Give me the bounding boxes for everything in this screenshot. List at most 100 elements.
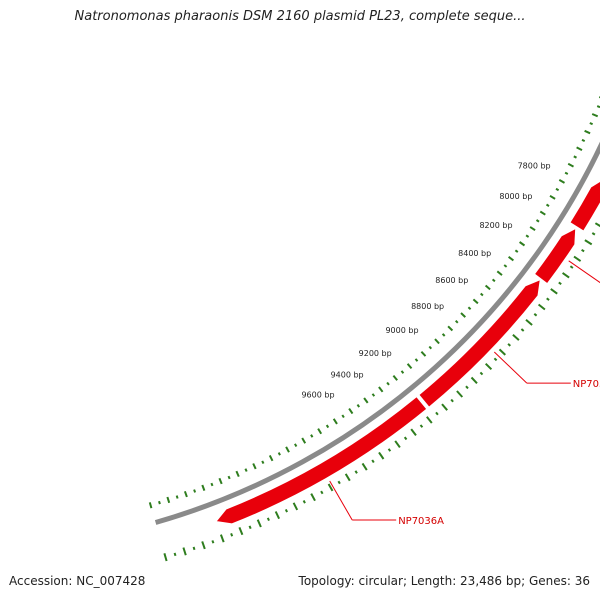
outer-tick bbox=[341, 414, 345, 419]
outer-tick bbox=[576, 146, 583, 151]
position-label: 7800 bp bbox=[518, 162, 551, 171]
outer-tick bbox=[428, 345, 433, 350]
outer-tick bbox=[332, 418, 338, 425]
inner-tick bbox=[387, 448, 392, 452]
inner-tick bbox=[562, 272, 570, 279]
outer-tick bbox=[158, 500, 161, 505]
outer-tick bbox=[371, 393, 376, 397]
outer-tick bbox=[434, 338, 440, 345]
gene-callout-line bbox=[568, 260, 600, 284]
outer-tick bbox=[581, 138, 586, 143]
inner-tick bbox=[201, 541, 206, 550]
inner-tick bbox=[591, 232, 596, 236]
outer-tick bbox=[193, 489, 197, 493]
outer-tick bbox=[480, 292, 484, 297]
inner-tick bbox=[302, 500, 306, 504]
accession-label: Accession: NC_007428 bbox=[9, 574, 146, 588]
outer-tick bbox=[496, 270, 503, 276]
outer-tick bbox=[420, 351, 427, 357]
inner-tick bbox=[361, 462, 368, 471]
inner-tick bbox=[520, 328, 525, 332]
outer-tick bbox=[227, 475, 231, 480]
outer-tick bbox=[447, 325, 454, 332]
inner-tick bbox=[498, 348, 506, 356]
outer-tick bbox=[218, 477, 223, 485]
inner-tick bbox=[470, 376, 478, 384]
inner-tick bbox=[256, 519, 262, 528]
inner-tick bbox=[419, 424, 424, 428]
position-label: 9600 bp bbox=[301, 391, 334, 400]
inner-tick bbox=[219, 534, 225, 543]
inner-tick bbox=[465, 385, 469, 390]
gene-callout-line bbox=[329, 480, 353, 521]
gene-arrow bbox=[418, 278, 541, 408]
outer-tick bbox=[235, 470, 240, 477]
outer-tick bbox=[261, 460, 265, 465]
inner-tick bbox=[310, 493, 316, 502]
outer-tick bbox=[378, 386, 384, 393]
outer-tick bbox=[545, 203, 550, 207]
position-label: 9000 bp bbox=[385, 326, 418, 335]
outer-tick bbox=[325, 424, 330, 429]
gene-arrow bbox=[569, 180, 600, 232]
inner-tick bbox=[456, 390, 464, 398]
outer-tick bbox=[484, 284, 491, 291]
inner-tick bbox=[441, 403, 448, 411]
outer-tick bbox=[441, 333, 446, 337]
outer-tick bbox=[392, 374, 398, 381]
outer-tick bbox=[406, 363, 413, 370]
outer-tick bbox=[460, 312, 466, 318]
outer-tick bbox=[519, 241, 526, 247]
outer-tick bbox=[529, 226, 536, 232]
outer-tick bbox=[148, 502, 153, 509]
inner-tick-ring bbox=[163, 222, 600, 562]
position-label: 8200 bp bbox=[479, 221, 512, 230]
outer-tick bbox=[201, 484, 206, 491]
plasmid-title: Natronomonas pharaonis DSM 2160 plasmid … bbox=[74, 9, 526, 24]
inner-tick bbox=[337, 480, 341, 485]
outer-tick bbox=[317, 428, 323, 435]
position-label: 8000 bp bbox=[499, 192, 532, 201]
inner-tick bbox=[484, 362, 493, 371]
inner-tick bbox=[163, 553, 168, 562]
outer-tick bbox=[503, 264, 508, 268]
outer-tick bbox=[555, 187, 560, 192]
position-label: 8800 bp bbox=[411, 302, 444, 311]
inner-tick bbox=[344, 473, 351, 482]
outer-tick bbox=[210, 482, 214, 487]
inner-tick bbox=[320, 490, 324, 495]
inner-tick bbox=[573, 255, 582, 262]
outer-tick bbox=[301, 437, 307, 444]
outer-tick bbox=[400, 370, 405, 374]
position-label: 9200 bp bbox=[359, 349, 392, 358]
outer-tick bbox=[348, 408, 354, 415]
outer-tick bbox=[183, 490, 188, 498]
outer-tick bbox=[363, 397, 369, 404]
outer-tick bbox=[277, 452, 281, 456]
outer-tick bbox=[175, 495, 179, 499]
inner-tick bbox=[558, 281, 562, 286]
gene-label: NP7034A bbox=[573, 379, 600, 390]
outer-tick bbox=[584, 129, 591, 135]
inner-tick bbox=[274, 511, 281, 520]
outer-tick bbox=[549, 194, 556, 200]
inner-tick bbox=[512, 334, 520, 341]
gene-label: NP7036A bbox=[398, 516, 444, 527]
topology-summary: Topology: circular; Length: 23,486 bp; G… bbox=[298, 574, 590, 588]
outer-tick bbox=[491, 278, 496, 283]
inner-tick bbox=[403, 436, 408, 441]
position-label: 8600 bp bbox=[435, 276, 468, 285]
inner-tick bbox=[327, 483, 334, 492]
inner-tick bbox=[546, 297, 550, 301]
position-label: 9400 bp bbox=[331, 371, 364, 380]
outer-tick bbox=[285, 446, 290, 453]
inner-tick bbox=[493, 357, 498, 362]
outer-tick bbox=[514, 249, 519, 253]
inner-tick bbox=[378, 451, 385, 460]
outer-tick bbox=[573, 155, 577, 159]
inner-tick bbox=[371, 459, 375, 464]
outer-tick bbox=[539, 210, 546, 216]
inner-tick bbox=[426, 416, 433, 424]
inner-tick bbox=[435, 411, 439, 416]
